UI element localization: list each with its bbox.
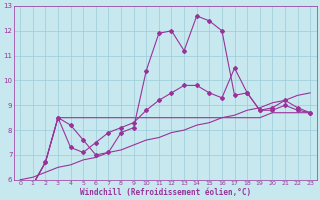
X-axis label: Windchill (Refroidissement éolien,°C): Windchill (Refroidissement éolien,°C) <box>80 188 251 197</box>
